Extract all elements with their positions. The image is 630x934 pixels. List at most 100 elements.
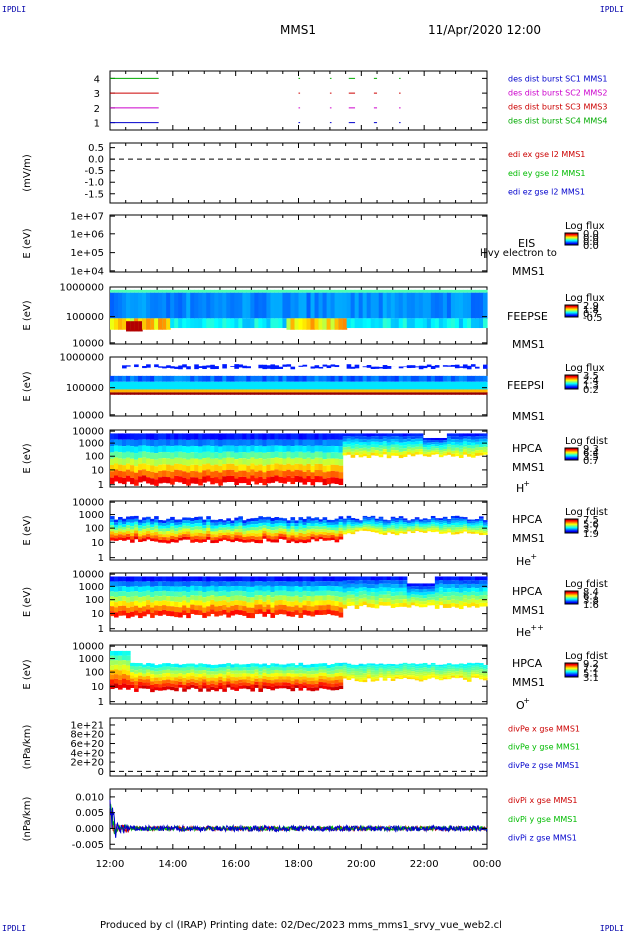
spectro-cell bbox=[418, 365, 424, 370]
spectro-cell bbox=[290, 433, 296, 440]
spectro-cell bbox=[182, 525, 187, 529]
spectro-cell bbox=[146, 533, 151, 537]
spectro-cell bbox=[222, 670, 227, 675]
spectro-cell bbox=[334, 477, 340, 484]
spectro-cell bbox=[146, 292, 151, 319]
spectro-cell bbox=[122, 595, 127, 601]
spectro-cell bbox=[474, 520, 480, 523]
spectro-cell bbox=[366, 439, 372, 443]
spectro-cell bbox=[370, 523, 376, 526]
spectro-cell bbox=[226, 389, 231, 393]
spectro-cell bbox=[430, 440, 436, 443]
spectro-cell bbox=[366, 381, 372, 390]
spectro-cell bbox=[290, 471, 296, 478]
spectro-cell bbox=[186, 439, 191, 447]
spectro-cell bbox=[426, 597, 432, 600]
spectro-cell bbox=[258, 674, 264, 679]
spectro-cell bbox=[362, 292, 368, 319]
spectro-cell bbox=[378, 663, 384, 666]
spectro-cell bbox=[278, 433, 284, 440]
spectro-cell bbox=[282, 685, 288, 689]
spectro-cell bbox=[406, 392, 412, 395]
spectro-cell bbox=[238, 375, 243, 382]
spectro-cell bbox=[346, 673, 352, 676]
spectro-cell bbox=[238, 673, 243, 677]
spectro-cell bbox=[262, 381, 268, 390]
spectro-cell bbox=[354, 392, 360, 395]
spectro-cell bbox=[174, 289, 179, 293]
spectro-cell bbox=[134, 446, 139, 454]
spectro-cell bbox=[346, 364, 352, 369]
spectro-cell bbox=[242, 610, 247, 616]
spectro-cell bbox=[374, 433, 380, 437]
spectro-cell bbox=[194, 433, 199, 440]
spectro-cell bbox=[374, 375, 380, 382]
spectro-cell bbox=[370, 528, 376, 531]
spectro-cell bbox=[466, 667, 472, 670]
spectro-cell bbox=[414, 433, 420, 437]
spectro-cell bbox=[370, 530, 376, 533]
spectro-cell bbox=[302, 679, 308, 683]
spectro-cell bbox=[446, 441, 452, 445]
spectro-cell bbox=[474, 664, 480, 667]
spectro-cell bbox=[442, 521, 448, 524]
spectro-cell bbox=[418, 521, 424, 523]
spectro-cell bbox=[298, 451, 304, 458]
spectro-cell bbox=[218, 452, 223, 460]
spectro-cell bbox=[266, 375, 272, 382]
spectro-cell bbox=[422, 529, 428, 532]
spectro-cell bbox=[370, 592, 376, 597]
spectro-cell bbox=[478, 591, 484, 596]
spectro-cell bbox=[190, 576, 195, 582]
spectro-cell bbox=[302, 534, 308, 538]
spectro-cell bbox=[478, 447, 484, 450]
spectro-cell bbox=[118, 576, 123, 582]
spectro-cell bbox=[474, 580, 480, 585]
spectro-cell bbox=[246, 452, 251, 460]
spectro-cell bbox=[434, 518, 440, 520]
spectro-cell bbox=[366, 389, 372, 393]
spectro-cell bbox=[134, 610, 139, 616]
spectro-cell bbox=[154, 433, 159, 440]
spectro-cell bbox=[430, 389, 436, 393]
spectro-cell bbox=[162, 470, 167, 477]
spectro-cell bbox=[214, 389, 219, 393]
spectro-cell bbox=[302, 433, 308, 440]
spectro-cell bbox=[166, 537, 171, 541]
spectro-cell bbox=[190, 599, 195, 605]
spectro-cell bbox=[242, 289, 247, 293]
spectro-cell bbox=[114, 576, 119, 582]
spectro-cell bbox=[346, 671, 352, 674]
spectro-cell bbox=[170, 446, 175, 453]
colorbar-tick-label: 1.6 bbox=[583, 600, 599, 611]
spectro-cell bbox=[222, 590, 227, 596]
spectro-cell bbox=[306, 389, 312, 393]
spectro-cell bbox=[230, 667, 235, 671]
spectro-cell bbox=[378, 529, 384, 533]
spectro-cell bbox=[306, 439, 312, 446]
spectro-cell bbox=[134, 433, 139, 440]
y-tick-label: 0.0 bbox=[88, 155, 104, 166]
spectro-cell bbox=[298, 602, 304, 608]
spectro-cell bbox=[482, 364, 488, 369]
spectro-cell bbox=[278, 599, 284, 605]
spectro-cell bbox=[150, 688, 155, 693]
spectro-cell bbox=[262, 292, 268, 319]
spectro-cell bbox=[418, 663, 424, 666]
spectro-cell bbox=[230, 600, 235, 606]
spectro-cell bbox=[174, 536, 179, 540]
spectro-cell bbox=[382, 392, 388, 395]
spectro-cell bbox=[214, 586, 219, 592]
spectro-cell bbox=[342, 526, 348, 529]
spectro-cell bbox=[250, 527, 255, 530]
spectro-cell bbox=[290, 520, 296, 524]
spectro-cell bbox=[262, 375, 268, 382]
spectro-cell bbox=[198, 292, 203, 319]
spectro-cell bbox=[150, 433, 155, 440]
spectro-cell bbox=[170, 471, 175, 479]
spectro-cell bbox=[242, 528, 247, 532]
spectro-cell bbox=[414, 674, 420, 677]
spectro-cell bbox=[150, 292, 155, 319]
spectro-cell bbox=[390, 436, 396, 439]
spectro-cell bbox=[318, 463, 324, 471]
